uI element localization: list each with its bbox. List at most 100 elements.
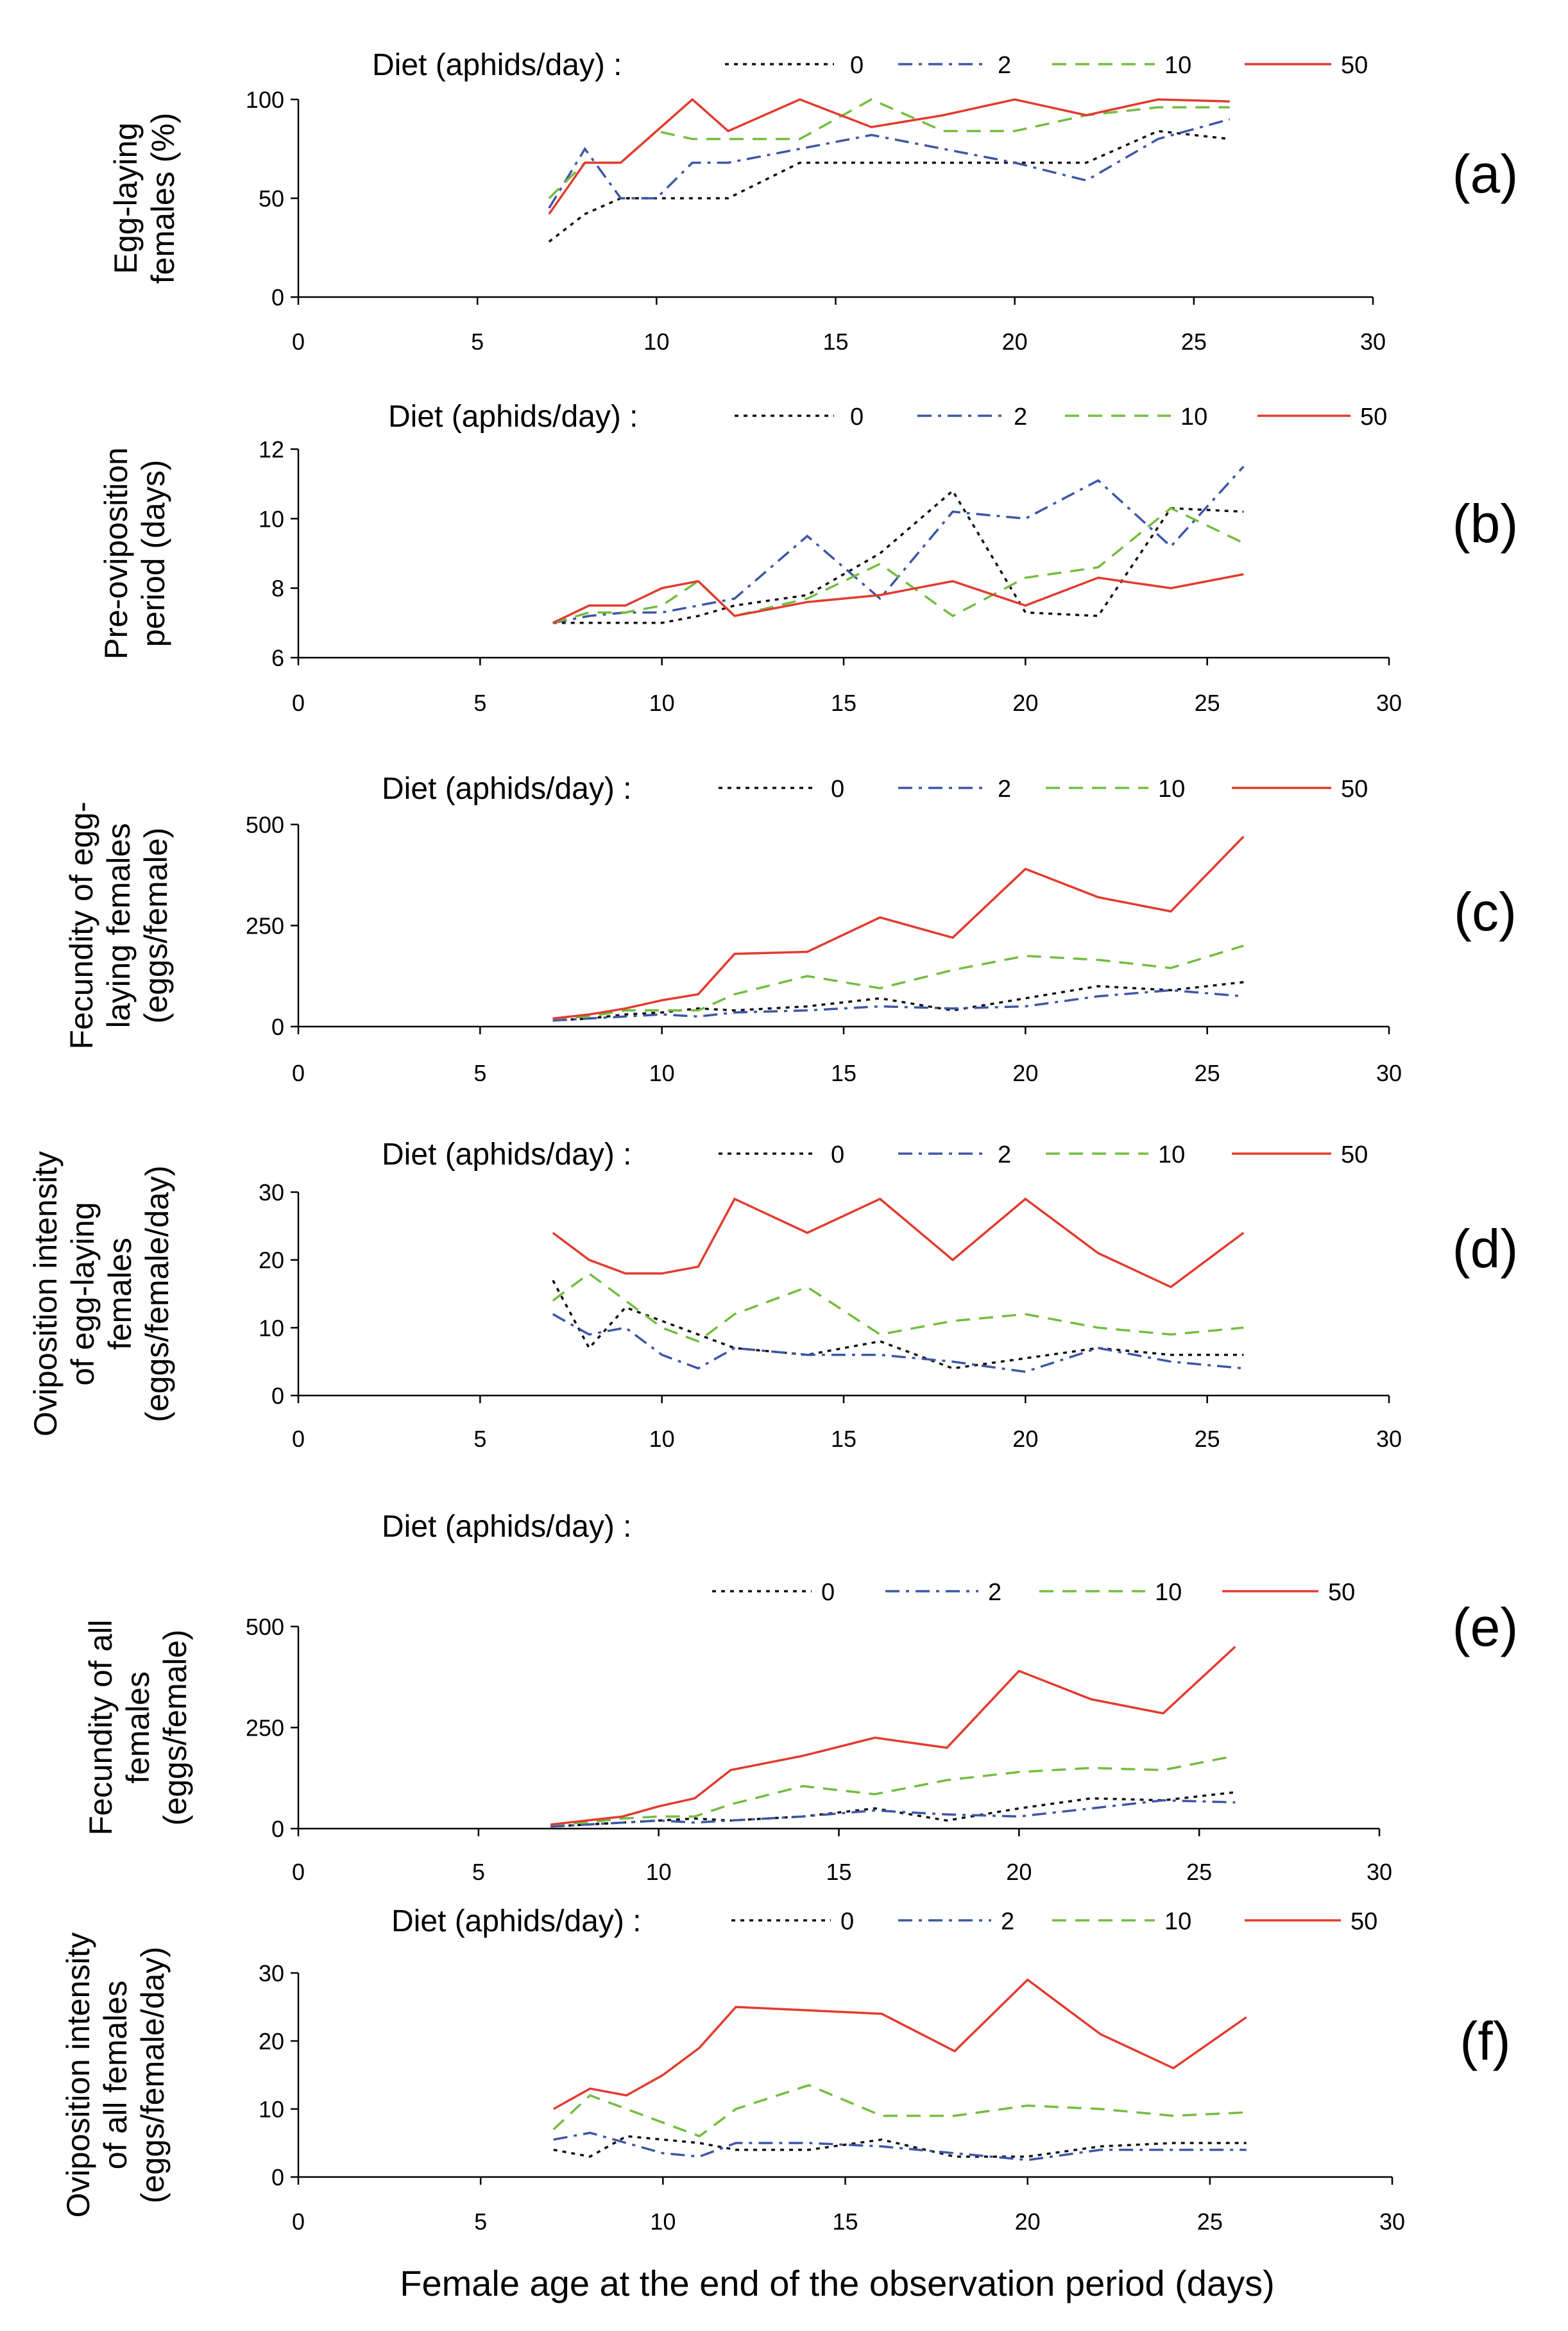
x-tick-label: 0: [292, 1060, 305, 1086]
x-tick-label: 20: [1002, 329, 1028, 355]
x-tick-label: 30: [1376, 1060, 1402, 1086]
x-tick-label: 5: [473, 690, 486, 716]
legend-label-50: 50: [1360, 404, 1387, 431]
y-tick-label: 250: [246, 913, 284, 939]
legend-label-10: 10: [1180, 404, 1207, 431]
x-tick-label: 15: [822, 329, 848, 355]
legend-label-10: 10: [1158, 776, 1185, 803]
series-line-10: [550, 1754, 1236, 1826]
y-axis-label: Oviposition intensity: [60, 1933, 96, 2218]
legend-label-0: 0: [840, 1908, 854, 1935]
x-tick-label: 0: [292, 2208, 305, 2235]
x-tick-label: 20: [1012, 1426, 1038, 1452]
legend-label-2: 2: [998, 776, 1011, 803]
x-tick-label: 10: [649, 690, 675, 716]
y-axis-label: Egg-laying: [108, 123, 144, 274]
x-tick-label: 5: [471, 329, 484, 355]
y-axis-label: (eggs/female): [138, 828, 174, 1024]
x-tick-label: 10: [650, 2208, 676, 2235]
x-tick-label: 5: [474, 2208, 487, 2235]
x-tick-label: 10: [649, 1426, 675, 1452]
y-axis-label: females: [102, 1238, 138, 1350]
x-tick-label: 30: [1367, 1859, 1392, 1885]
x-tick-label: 0: [292, 690, 305, 716]
x-tick-label: 25: [1186, 1859, 1212, 1885]
x-tick-label: 5: [472, 1859, 485, 1885]
x-tick-label: 10: [649, 1060, 675, 1086]
series-line-0: [552, 489, 1244, 624]
y-tick-label: 10: [259, 506, 284, 532]
x-tick-label: 20: [1012, 690, 1038, 716]
series-line-0: [552, 980, 1244, 1022]
series-line-50: [552, 573, 1244, 624]
series-line-0: [548, 130, 1230, 243]
x-tick-label: 0: [292, 1859, 305, 1885]
x-axis-title: Female age at the end of the observation…: [400, 2263, 1275, 2303]
y-tick-label: 500: [246, 812, 284, 838]
y-tick-label: 0: [271, 1816, 284, 1842]
x-tick-label: 15: [831, 690, 856, 716]
x-tick-label: 20: [1015, 2208, 1041, 2235]
series-line-0: [553, 2135, 1247, 2158]
x-tick-label: 30: [1376, 690, 1402, 716]
y-tick-label: 0: [271, 1014, 284, 1040]
y-tick-label: 10: [259, 2096, 284, 2122]
x-tick-label: 10: [646, 1859, 672, 1885]
legend-label-0: 0: [821, 1579, 835, 1606]
series-line-50: [552, 1197, 1245, 1288]
y-tick-label: 12: [259, 436, 284, 463]
y-tick-label: 20: [259, 2028, 284, 2054]
y-tick-label: 10: [259, 1315, 284, 1341]
y-tick-label: 8: [271, 576, 284, 602]
x-tick-label: 30: [1376, 1426, 1402, 1452]
legend-label-0: 0: [850, 52, 864, 79]
legend-label-0: 0: [850, 404, 864, 431]
y-tick-label: 0: [271, 1383, 284, 1409]
panel-label: (c): [1454, 882, 1517, 942]
legend-title: Diet (aphids/day) :: [391, 1904, 642, 1938]
y-axis-label: (eggs/female/day): [139, 1165, 175, 1422]
y-axis-label: (eggs/female): [157, 1630, 193, 1826]
x-tick-label: 15: [832, 2208, 858, 2235]
x-tick-label: 25: [1195, 1060, 1220, 1086]
legend-label-50: 50: [1328, 1579, 1355, 1606]
legend-label-50: 50: [1351, 1908, 1377, 1935]
legend-label-2: 2: [988, 1579, 1001, 1606]
series-line-10: [552, 2084, 1247, 2138]
x-tick-label: 5: [473, 1426, 486, 1452]
y-axis-label: females (%): [145, 113, 181, 284]
legend-label-2: 2: [1001, 1908, 1014, 1935]
y-tick-label: 50: [259, 185, 284, 212]
y-tick-label: 500: [246, 1614, 284, 1640]
legend-label-10: 10: [1158, 1141, 1185, 1168]
x-tick-label: 10: [643, 329, 669, 355]
x-tick-label: 25: [1195, 690, 1220, 716]
legend-label-2: 2: [998, 52, 1011, 79]
legend-title: Diet (aphids/day) :: [388, 400, 638, 434]
legend-title: Diet (aphids/day) :: [382, 1510, 632, 1544]
y-tick-label: 20: [259, 1247, 284, 1274]
x-tick-label: 15: [831, 1060, 856, 1086]
y-axis-label: of all females: [98, 1981, 133, 2170]
x-tick-label: 0: [292, 1426, 305, 1452]
panel-label: (f): [1460, 2011, 1510, 2071]
y-axis-label: Fecundity of egg-: [64, 801, 99, 1049]
legend-label-50: 50: [1341, 52, 1368, 79]
x-tick-label: 15: [826, 1859, 851, 1885]
series-line-2: [550, 1799, 1236, 1828]
x-tick-label: 25: [1195, 1426, 1220, 1452]
x-tick-label: 0: [292, 329, 305, 355]
series-line-2: [552, 1313, 1244, 1373]
series-line-10: [548, 98, 1230, 200]
panel-label: (b): [1453, 493, 1519, 554]
y-axis-label: Fecundity of all: [83, 1619, 119, 1835]
series-line-10: [552, 507, 1245, 624]
x-tick-label: 15: [831, 1426, 856, 1452]
series-line-2: [552, 989, 1244, 1022]
y-tick-label: 0: [271, 2164, 284, 2190]
